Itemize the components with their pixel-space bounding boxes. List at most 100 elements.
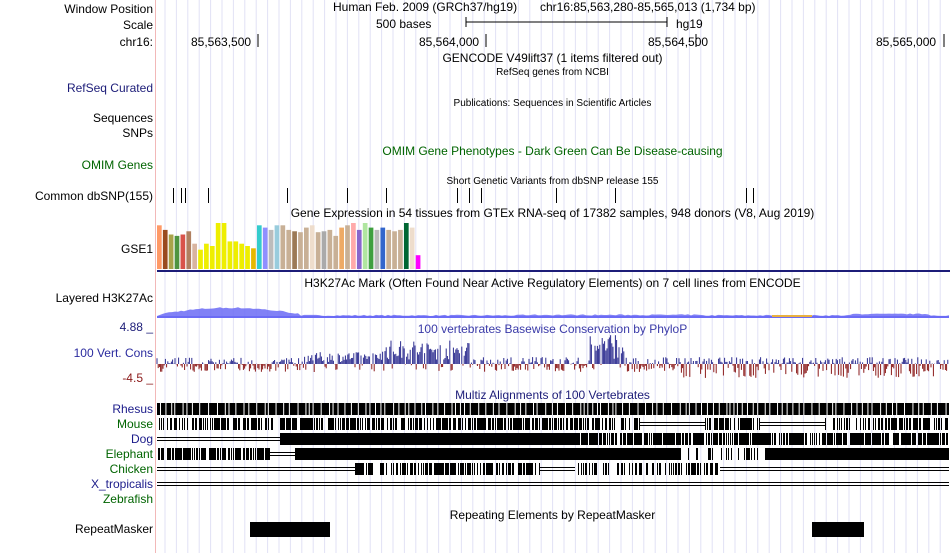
alignment-block: [268, 448, 269, 460]
alignment-gap: [781, 403, 783, 415]
alignment-block: [168, 448, 169, 460]
track-label-omim[interactable]: OMIM Genes: [81, 158, 153, 172]
track-label-gse1[interactable]: GSE1: [120, 242, 153, 256]
alignment-block: [454, 433, 455, 445]
alignment-block: [703, 433, 704, 445]
alignment-block: [484, 463, 485, 475]
alignment-block: [825, 418, 826, 430]
alignment-block: [490, 418, 491, 430]
alignment-block: [628, 433, 629, 445]
alignment-block: [193, 418, 194, 430]
alignment-block: [420, 418, 421, 430]
gtex-title: Gene Expression in 54 tissues from GTEx …: [290, 206, 815, 220]
alignment-gap: [572, 403, 574, 415]
alignment-block: [876, 433, 877, 445]
alignment-block: [391, 463, 392, 475]
alignment-block: [293, 418, 294, 430]
alignment-block: [188, 448, 189, 460]
alignment-block: [816, 433, 817, 445]
alignment-block: [658, 433, 659, 445]
alignment-block: [372, 418, 373, 430]
alignment-block: [603, 433, 604, 445]
alignment-block: [294, 418, 295, 430]
track-label-snps[interactable]: SNPs: [122, 126, 153, 140]
species-label-chicken[interactable]: Chicken: [109, 462, 153, 476]
alignment-block: [873, 418, 874, 430]
alignment-block: [209, 448, 210, 460]
species-label-zebrafish[interactable]: Zebrafish: [102, 492, 153, 506]
alignment-block: [829, 433, 830, 445]
alignment-block: [231, 448, 232, 460]
alignment-block: [468, 433, 469, 445]
species-label-elephant[interactable]: Elephant: [105, 447, 153, 461]
alignment-block: [606, 463, 607, 475]
alignment-gap: [191, 403, 193, 415]
alignment-block: [696, 448, 697, 460]
alignment-block: [770, 433, 771, 445]
alignment-block: [673, 433, 674, 445]
alignment-block: [844, 433, 845, 445]
alignment-block: [531, 463, 532, 475]
species-label-rhesus[interactable]: Rhesus: [112, 402, 153, 416]
alignment-block: [641, 463, 642, 475]
alignment-block: [461, 463, 462, 475]
alignment-block: [798, 433, 799, 445]
alignment-block: [467, 463, 468, 475]
alignment-block: [455, 418, 456, 430]
track-label-sequences[interactable]: Sequences: [92, 111, 153, 125]
alignment-block: [745, 418, 746, 430]
alignment-block: [458, 418, 459, 430]
alignment-block: [723, 433, 724, 445]
track-label-repeatmasker[interactable]: RepeatMasker: [74, 522, 153, 536]
alignment-block: [245, 418, 246, 430]
alignment-block: [480, 463, 481, 475]
alignment-block: [481, 418, 482, 430]
alignment-block: [177, 448, 178, 460]
alignment-gap: [583, 403, 585, 415]
gtex-bar: [245, 246, 250, 269]
alignment-block: [639, 463, 640, 475]
alignment-block: [523, 463, 524, 475]
alignment-gap: [520, 403, 522, 415]
species-label-dog[interactable]: Dog: [130, 432, 153, 446]
alignment-block: [605, 463, 606, 475]
track-label-refseq[interactable]: RefSeq Curated: [66, 81, 153, 95]
alignment-block: [442, 433, 443, 445]
alignment-block: [501, 418, 502, 430]
alignment-block: [551, 433, 552, 445]
alignment-block: [709, 448, 710, 460]
alignment-block: [669, 433, 670, 445]
alignment-gap: [329, 403, 331, 415]
alignment-block: [594, 433, 595, 445]
alignment-block: [509, 463, 510, 475]
gtex-bar: [351, 223, 356, 269]
alignment-block: [205, 448, 206, 460]
alignment-gap: [267, 403, 269, 415]
alignment-block: [634, 433, 635, 445]
alignment-block: [234, 418, 235, 430]
alignment-gap: [706, 403, 708, 415]
alignment-block: [509, 433, 510, 445]
alignment-block: [593, 418, 594, 430]
gtex-bar: [268, 229, 274, 269]
alignment-gap: [746, 403, 748, 415]
h3k27ac-signal: [157, 307, 949, 318]
alignment-gap: [414, 403, 416, 415]
alignment-block: [697, 433, 698, 445]
alignment-block: [728, 418, 729, 430]
species-label-mouse[interactable]: Mouse: [116, 417, 153, 431]
alignment-block: [464, 433, 465, 445]
alignment-block: [546, 418, 547, 430]
alignment-block: [463, 463, 464, 475]
alignment-block: [899, 418, 900, 430]
track-label-cons[interactable]: 100 Vert. Cons: [73, 346, 153, 360]
alignment-block: [307, 418, 308, 430]
alignment-block: [434, 433, 435, 445]
track-label-h3k27ac[interactable]: Layered H3K27Ac: [55, 291, 153, 305]
alignment-block: [572, 418, 573, 430]
species-label-x-tropicalis[interactable]: X_tropicalis: [90, 477, 153, 491]
alignment-gap: [375, 403, 377, 415]
alignment-block: [938, 433, 939, 445]
alignment-block: [312, 418, 313, 430]
track-label-dbsnp[interactable]: Common dbSNP(155): [34, 189, 153, 203]
